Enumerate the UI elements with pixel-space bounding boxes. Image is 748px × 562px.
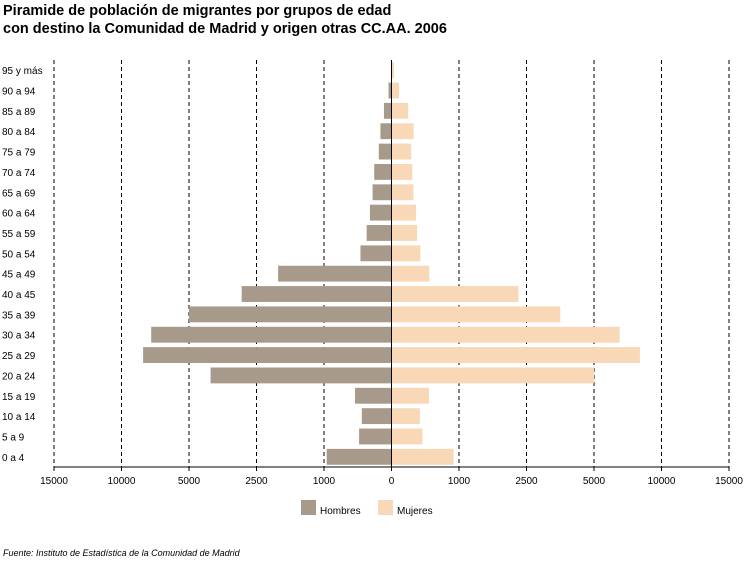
bar-hombres — [326, 448, 392, 465]
bar-mujeres — [391, 286, 519, 302]
bar-hombres — [278, 265, 392, 282]
bar-hombres — [360, 245, 392, 262]
y-category-label: 80 a 84 — [2, 127, 36, 138]
bar-mujeres — [391, 163, 413, 180]
legend-label-hombres: Hombres — [320, 506, 361, 517]
bar-mujeres — [391, 143, 412, 160]
y-category-label: 0 a 4 — [2, 453, 25, 464]
bars — [143, 62, 640, 465]
source-note: Fuente: Instituto de Estadística de la C… — [3, 548, 240, 558]
x-tick-label: 15000 — [40, 476, 68, 487]
x-tick-label: 5000 — [583, 476, 606, 487]
x-tick-label: 1000 — [313, 476, 336, 487]
y-category-label: 65 a 69 — [2, 188, 36, 199]
bar-mujeres — [391, 408, 420, 425]
bar-hombres — [378, 143, 392, 160]
y-category-label: 90 a 94 — [2, 87, 36, 98]
y-category-label: 45 a 49 — [2, 270, 36, 281]
legend-swatch-mujeres — [378, 500, 393, 515]
bar-hombres — [241, 286, 392, 302]
bar-hombres — [372, 184, 392, 201]
y-category-label: 5 a 9 — [2, 432, 25, 443]
bar-mujeres — [391, 428, 423, 445]
y-category-label: 55 a 59 — [2, 229, 36, 240]
bar-mujeres — [391, 306, 561, 323]
bar-mujeres — [391, 62, 394, 79]
bar-hombres — [359, 428, 392, 445]
y-category-label: 10 a 14 — [2, 412, 36, 423]
bar-hombres — [151, 326, 392, 343]
legend-label-mujeres: Mujeres — [397, 506, 433, 517]
bar-hombres — [380, 123, 392, 140]
chart-title-line-2: con destino la Comunidad de Madrid y ori… — [3, 21, 447, 37]
y-category-label: 70 a 74 — [2, 168, 36, 179]
bar-mujeres — [391, 387, 430, 404]
bar-hombres — [361, 408, 392, 425]
bar-mujeres — [391, 204, 417, 221]
legend-swatch-hombres — [301, 500, 316, 515]
bar-hombres — [210, 367, 392, 384]
x-tick-label: 15000 — [715, 476, 743, 487]
y-category-label: 95 y más — [2, 66, 43, 77]
x-tick-label: 2500 — [245, 476, 268, 487]
y-category-label: 25 a 29 — [2, 351, 36, 362]
chart-title: Piramide de población de migrantes por g… — [3, 2, 447, 38]
bar-mujeres — [391, 123, 414, 140]
legend: Hombres Mujeres — [301, 500, 433, 517]
y-category-label: 75 a 79 — [2, 148, 36, 159]
x-tick-label: 5000 — [178, 476, 201, 487]
y-category-label: 85 a 89 — [2, 107, 36, 118]
bar-hombres — [366, 225, 392, 241]
chart-title-line-1: Piramide de población de migrantes por g… — [3, 3, 392, 19]
bar-hombres — [369, 204, 392, 221]
x-tick-label: 1000 — [448, 476, 471, 487]
bar-mujeres — [391, 367, 594, 384]
bar-hombres — [143, 347, 392, 364]
bar-mujeres — [391, 102, 409, 119]
y-category-label: 60 a 64 — [2, 209, 36, 220]
bar-hombres — [388, 82, 392, 99]
bar-mujeres — [391, 184, 414, 201]
bar-mujeres — [391, 245, 421, 262]
y-category-label: 15 a 19 — [2, 392, 36, 403]
bar-mujeres — [391, 225, 418, 241]
x-tick-label: 2500 — [515, 476, 538, 487]
y-category-label: 40 a 45 — [2, 290, 36, 301]
bar-mujeres — [391, 326, 620, 343]
x-tick-label: 10000 — [108, 476, 136, 487]
bar-hombres — [355, 387, 392, 404]
bar-mujeres — [391, 347, 640, 364]
y-category-label: 50 a 54 — [2, 249, 36, 260]
x-tick-label: 10000 — [648, 476, 676, 487]
population-pyramid-chart: 15000 10000 5000 2500 1000 0 1000 2500 5000 10000… — [2, 60, 743, 517]
y-category-label: 30 a 34 — [2, 331, 36, 342]
bar-hombres — [374, 163, 392, 180]
y-category-label: 20 a 24 — [2, 371, 36, 382]
x-tick-label: 0 — [389, 476, 395, 487]
y-category-label: 35 a 39 — [2, 310, 36, 321]
bar-mujeres — [391, 82, 400, 99]
bar-hombres — [189, 306, 392, 323]
bar-hombres — [383, 102, 392, 119]
bar-mujeres — [391, 448, 454, 465]
axes: 15000 10000 5000 2500 1000 0 1000 2500 5000 10000… — [2, 60, 743, 487]
gridlines — [53, 60, 730, 467]
bar-mujeres — [391, 265, 430, 282]
